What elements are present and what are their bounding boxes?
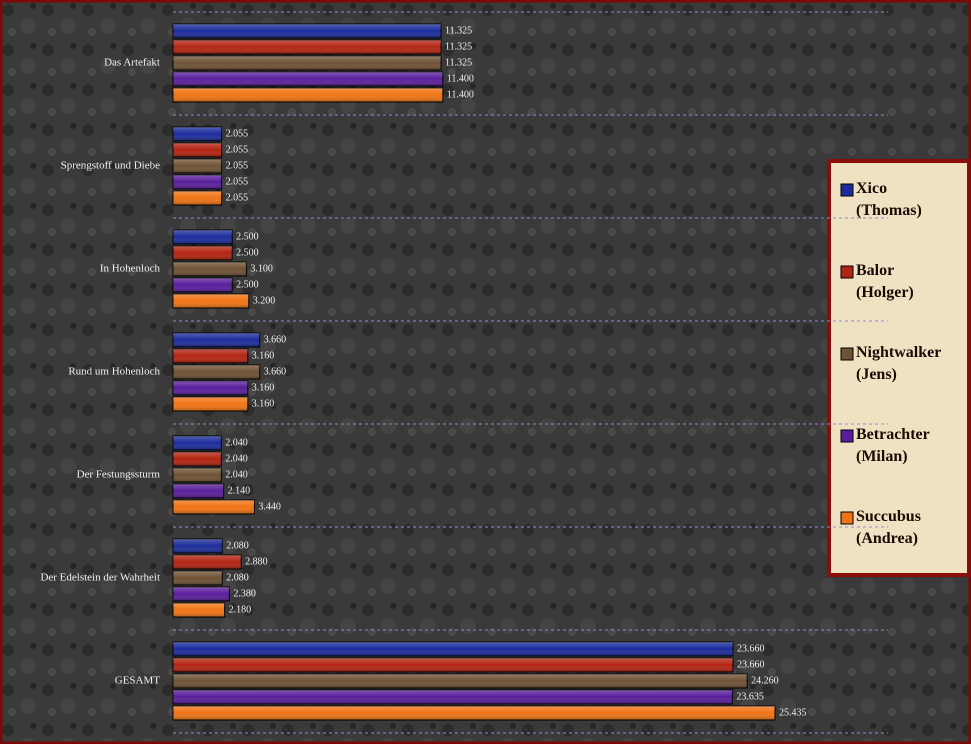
value-label: 23.660 <box>737 659 765 670</box>
value-label: 2.055 <box>226 128 249 139</box>
category-label: Das Artefakt <box>104 57 160 69</box>
bar-sheen <box>173 690 733 704</box>
legend-box <box>827 159 971 577</box>
bar-sheen <box>173 484 224 498</box>
bar-sheen <box>173 674 748 688</box>
bar-sheen <box>173 333 260 347</box>
legend-label: Betrachter (Milan) <box>856 426 930 465</box>
bar-sheen <box>173 571 223 585</box>
bar-sheen <box>173 24 442 38</box>
bar-sheen <box>173 159 222 173</box>
value-label: 2.040 <box>225 469 248 480</box>
value-label: 3.660 <box>264 366 287 377</box>
bar-sheen <box>173 381 248 395</box>
bar-sheen <box>173 246 233 260</box>
bar-sheen <box>173 603 225 617</box>
legend-entry: Xico (Thomas) <box>856 180 922 219</box>
bar-sheen <box>173 397 248 411</box>
value-label: 11.325 <box>445 25 472 36</box>
category-label: GESAMT <box>115 675 161 687</box>
bar-sheen <box>173 127 222 141</box>
legend-label: Balor (Holger) <box>856 262 914 301</box>
legend-label: Nightwalker (Jens) <box>856 344 942 383</box>
value-label: 11.400 <box>447 89 474 100</box>
value-label: 3.160 <box>252 398 275 409</box>
value-label: 25.435 <box>779 707 807 718</box>
bar-sheen <box>173 262 247 276</box>
legend-label: Xico (Thomas) <box>856 180 922 219</box>
value-label: 2.500 <box>236 231 259 242</box>
bar-sheen <box>173 88 443 102</box>
bar-sheen <box>173 452 222 466</box>
bar-sheen <box>173 500 255 514</box>
bar-sheen <box>173 56 442 70</box>
value-label: 23.635 <box>736 691 764 702</box>
value-label: 3.660 <box>264 334 287 345</box>
value-label: 2.055 <box>226 160 249 171</box>
legend-swatch <box>840 265 854 279</box>
bar-sheen <box>173 555 242 569</box>
value-label: 2.055 <box>226 144 249 155</box>
legend-swatch <box>840 429 854 443</box>
value-label: 2.180 <box>229 604 252 615</box>
legend-label: Succubus (Andrea) <box>856 508 921 547</box>
bar-sheen <box>173 191 222 205</box>
value-label: 3.440 <box>258 501 281 512</box>
legend-entry: Balor (Holger) <box>856 262 914 301</box>
value-label: 11.325 <box>445 57 472 68</box>
value-label: 3.200 <box>253 295 276 306</box>
value-label: 2.500 <box>236 247 259 258</box>
bar-sheen <box>173 294 249 308</box>
bar-sheen <box>173 539 223 553</box>
value-label: 24.260 <box>751 675 779 686</box>
value-label: 2.880 <box>245 556 268 567</box>
value-label: 2.080 <box>226 572 249 583</box>
value-label: 2.380 <box>233 588 256 599</box>
value-label: 2.500 <box>236 279 259 290</box>
bar-sheen <box>173 587 230 601</box>
value-label: 3.160 <box>252 350 275 361</box>
value-label: 23.660 <box>737 643 765 654</box>
value-label: 2.040 <box>225 453 248 464</box>
legend-entry: Betrachter (Milan) <box>856 426 930 465</box>
legend-swatch <box>840 511 854 525</box>
bar-sheen <box>173 436 222 450</box>
category-label: In Hohenloch <box>100 263 161 275</box>
value-label: 3.160 <box>252 382 275 393</box>
legend-swatch <box>840 347 854 361</box>
category-label: Rund um Hohenloch <box>68 366 160 378</box>
bar-sheen <box>173 365 260 379</box>
value-label: 11.400 <box>447 73 474 84</box>
bar-sheen <box>173 642 733 656</box>
legend-swatch <box>840 183 854 197</box>
bar-sheen <box>173 658 733 672</box>
bar-sheen <box>173 468 222 482</box>
bar-sheen <box>173 706 775 720</box>
category-label: Der Festungssturm <box>77 469 161 481</box>
value-label: 11.325 <box>445 41 472 52</box>
bar-sheen <box>173 72 443 86</box>
bar-sheen <box>173 40 442 54</box>
category-label: Der Edelstein der Wahrheit <box>40 572 160 584</box>
value-label: 2.055 <box>226 176 249 187</box>
bar-sheen <box>173 278 233 292</box>
bar-sheen <box>173 143 222 157</box>
value-label: 2.055 <box>226 192 249 203</box>
value-label: 2.080 <box>226 540 249 551</box>
legend-entry: Succubus (Andrea) <box>856 508 921 547</box>
bar-sheen <box>173 349 248 363</box>
legend-entry: Nightwalker (Jens) <box>856 344 942 383</box>
bar-sheen <box>173 230 233 244</box>
value-label: 2.040 <box>225 437 248 448</box>
value-label: 2.140 <box>228 485 251 496</box>
bar-sheen <box>173 175 222 189</box>
category-label: Sprengstoff und Diebe <box>61 160 161 172</box>
value-label: 3.100 <box>250 263 273 274</box>
